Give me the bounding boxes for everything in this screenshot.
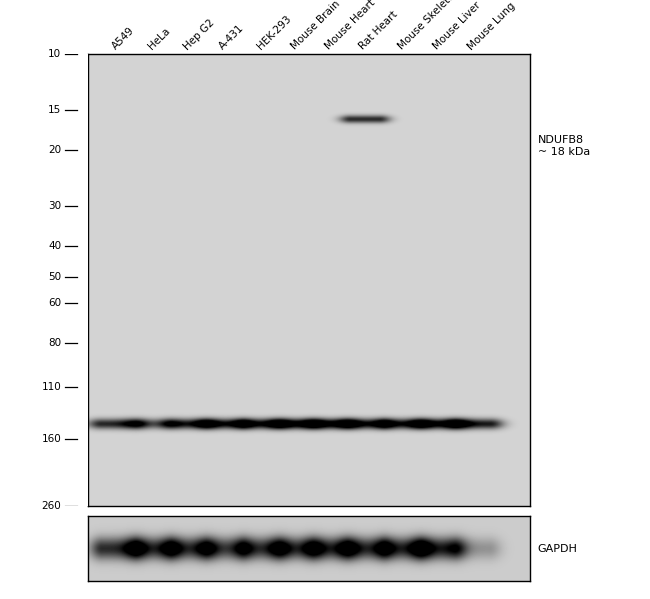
Text: Mouse Heart: Mouse Heart — [323, 0, 377, 52]
Text: 260: 260 — [42, 501, 61, 511]
Text: Mouse Liver: Mouse Liver — [431, 0, 482, 52]
Text: HEK-293: HEK-293 — [255, 14, 293, 52]
Text: 30: 30 — [48, 201, 61, 211]
Text: Rat Heart: Rat Heart — [358, 10, 400, 52]
Text: 50: 50 — [48, 273, 61, 282]
Text: 80: 80 — [48, 338, 61, 347]
Text: HeLa: HeLa — [146, 26, 172, 52]
Text: Mouse Skeletal Muscle: Mouse Skeletal Muscle — [396, 0, 488, 52]
Text: Mouse Lung: Mouse Lung — [466, 0, 517, 52]
Text: A-431: A-431 — [217, 23, 246, 52]
Text: A549: A549 — [111, 25, 137, 52]
Text: 160: 160 — [42, 434, 61, 444]
Text: 10: 10 — [48, 49, 61, 59]
Text: 110: 110 — [42, 382, 61, 392]
Text: Mouse Brain: Mouse Brain — [289, 0, 342, 52]
Text: 15: 15 — [48, 105, 61, 115]
Text: 20: 20 — [48, 145, 61, 155]
Text: Hep G2: Hep G2 — [181, 17, 216, 52]
Text: 60: 60 — [48, 298, 61, 308]
Text: 40: 40 — [48, 241, 61, 252]
Text: NDUFB8
~ 18 kDa: NDUFB8 ~ 18 kDa — [538, 135, 590, 157]
Text: GAPDH: GAPDH — [538, 544, 577, 553]
